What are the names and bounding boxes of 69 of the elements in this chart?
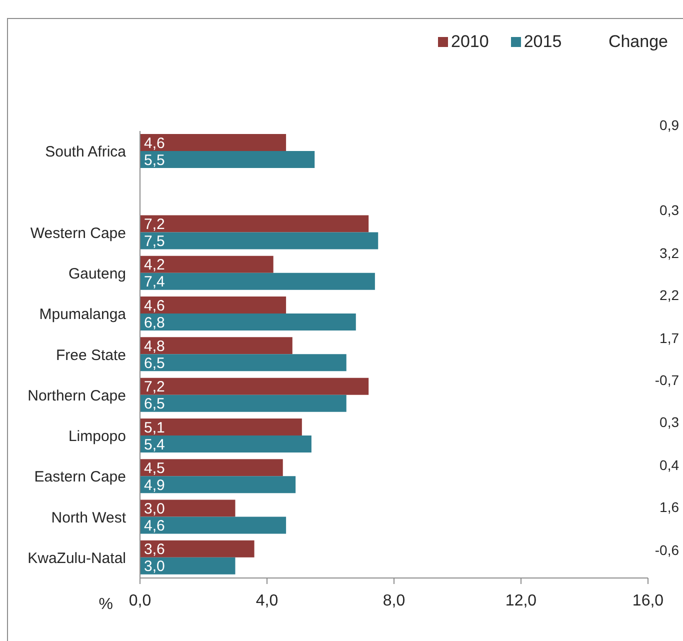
y-tick-label: KwaZulu-Natal [28, 550, 126, 568]
bar [140, 296, 286, 314]
bar [140, 354, 346, 372]
text: 0,4 [660, 456, 679, 473]
data-label: 4,9 [144, 476, 165, 494]
x-tick-label: 8,0 [382, 592, 406, 610]
bar [140, 418, 302, 436]
bar [140, 540, 254, 558]
text: -0,6 [654, 542, 679, 558]
bar [140, 516, 286, 534]
bar [140, 134, 286, 151]
data-label: 7,2 [144, 216, 165, 234]
y-tick-label: South Africa [45, 144, 127, 161]
x-tick-label: 12,0 [505, 592, 537, 610]
data-label: 5,4 [144, 436, 165, 454]
data-label: 4,5 [144, 460, 165, 477]
data-label: 4,6 [144, 297, 165, 314]
x-tick-label: 4,0 [256, 592, 278, 610]
data-label: 4,6 [144, 134, 165, 152]
data-label: 4,6 [144, 518, 165, 535]
y-tick-label: Northern Cape [28, 387, 126, 404]
text: 0,3 [660, 414, 679, 430]
data-label: 3,6 [144, 541, 165, 558]
bar [140, 459, 283, 476]
legend-label: 2010 [451, 32, 489, 52]
bar [140, 476, 296, 494]
bar [140, 500, 236, 517]
bar [140, 232, 378, 250]
x-tick-label: 0,0 [128, 592, 152, 610]
y-tick-label: Eastern Cape [34, 468, 126, 486]
text: 2,2 [660, 287, 679, 304]
data-label: 5,5 [144, 152, 165, 169]
legend-label: 2015 [524, 32, 562, 52]
y-tick-label: North West [51, 509, 127, 526]
data-label: 3,0 [144, 500, 165, 518]
data-label: 7,2 [144, 378, 165, 396]
data-label: 6,8 [144, 314, 165, 332]
text: 1,7 [660, 330, 679, 346]
data-label: 4,2 [144, 256, 165, 274]
bar [140, 557, 236, 574]
y-tick-label: Limpopo [68, 428, 126, 446]
data-label: 6,5 [144, 396, 165, 413]
x-tick-label: 16,0 [632, 592, 664, 610]
y-tick-label: Western Cape [30, 224, 126, 242]
bar [140, 314, 356, 331]
bar [140, 435, 312, 452]
text: 0,3 [660, 202, 679, 218]
y-tick-label: Mpumalanga [39, 306, 127, 324]
data-label: 6,5 [144, 355, 165, 372]
data-label: 7,4 [144, 274, 165, 291]
data-label: 5,1 [144, 419, 165, 436]
y-tick-label: Gauteng [68, 266, 126, 283]
bar [140, 256, 274, 273]
text: Change [608, 32, 668, 52]
data-label: 7,5 [144, 233, 165, 250]
text: -0,7 [654, 372, 679, 388]
bar [140, 337, 292, 354]
data-label: 4,8 [144, 338, 165, 356]
data-label: 3,0 [144, 558, 165, 576]
bar [140, 378, 369, 395]
y-tick-label: Free State [56, 346, 126, 364]
x-axis-title: % [98, 596, 113, 614]
bar [140, 151, 315, 168]
bar [140, 394, 346, 412]
bar [140, 272, 375, 290]
text: 0,9 [660, 117, 679, 134]
text: 3,2 [660, 244, 679, 261]
bar [140, 215, 369, 232]
text: 1,6 [660, 499, 679, 516]
